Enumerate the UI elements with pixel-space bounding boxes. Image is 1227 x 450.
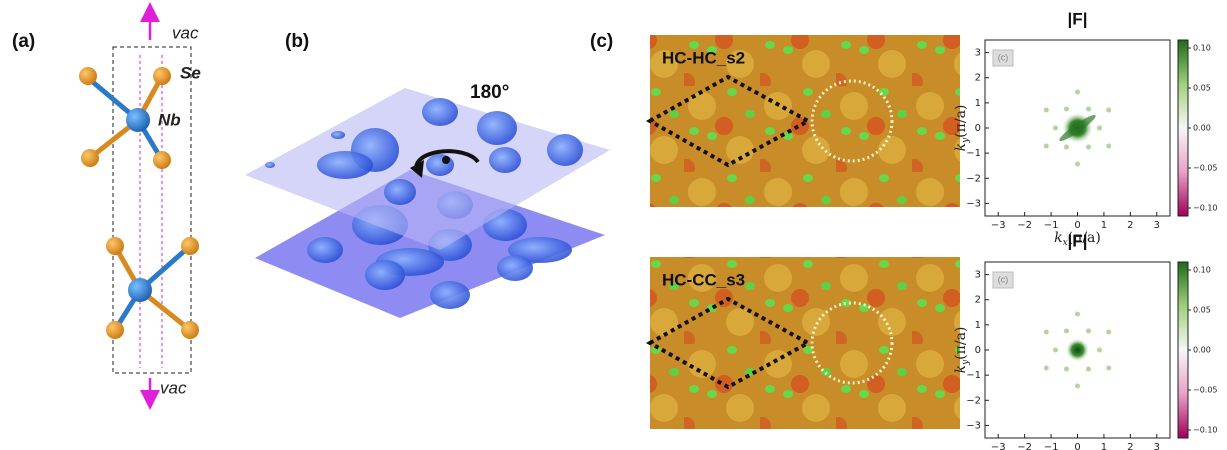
x-tick-label: −3 bbox=[991, 442, 1006, 450]
y-axis-label: ky(π/a) bbox=[953, 105, 971, 152]
colorbar-tick-label: 0.05 bbox=[1193, 306, 1211, 315]
colorbar-tick-label: 0.10 bbox=[1193, 44, 1211, 53]
axis-unit: (π/a) bbox=[953, 105, 969, 138]
fft-spot bbox=[1053, 348, 1058, 353]
fft-plot: |F|(c)−3−3−2−2−1−100112233kx(π/a)ky(π/a)… bbox=[953, 231, 1218, 450]
fft-spot bbox=[1075, 384, 1080, 389]
map-title: HC-HC_s2 bbox=[662, 48, 745, 67]
fft-spot bbox=[1044, 366, 1049, 371]
y-tick-label: 3 bbox=[975, 270, 981, 281]
colorbar-tick-label: 0.00 bbox=[1193, 346, 1211, 355]
axis-symbol: k bbox=[953, 365, 969, 373]
y-tick-label: −2 bbox=[966, 395, 981, 406]
x-tick-label: 1 bbox=[1101, 220, 1107, 231]
x-tick-label: −1 bbox=[1044, 442, 1059, 450]
y-tick-label: 1 bbox=[975, 320, 981, 331]
fft-spot bbox=[1075, 90, 1080, 95]
x-tick-label: 2 bbox=[1127, 220, 1133, 231]
fft-spot bbox=[1106, 366, 1111, 371]
fft-spot bbox=[1097, 348, 1102, 353]
fft-spot bbox=[1064, 106, 1069, 111]
colorbar-tick-label: −0.05 bbox=[1193, 164, 1218, 173]
fft-title: |F| bbox=[1068, 9, 1088, 28]
y-tick-label: −3 bbox=[966, 198, 981, 209]
fft-spot bbox=[1106, 330, 1111, 335]
colorbar-tick-label: 0.05 bbox=[1193, 84, 1211, 93]
panel-label: (a) bbox=[12, 31, 35, 52]
colorbar bbox=[1178, 262, 1188, 438]
fft-spot bbox=[1086, 367, 1091, 372]
atoms bbox=[79, 67, 199, 339]
fft-spot bbox=[1097, 126, 1102, 131]
panel-label: (b) bbox=[285, 31, 309, 52]
colorbar-tick-label: −0.10 bbox=[1193, 204, 1218, 213]
fft-spot bbox=[1106, 144, 1111, 149]
stm-map: HC-CC_s3 bbox=[650, 257, 960, 429]
fft-spot bbox=[1044, 144, 1049, 149]
panel-label: (c) bbox=[590, 31, 613, 52]
y-tick-label: 1 bbox=[975, 98, 981, 109]
x-tick-label: 0 bbox=[1074, 442, 1080, 450]
y-tick-label: 0 bbox=[975, 345, 981, 356]
inset-label: (c) bbox=[998, 52, 1009, 62]
y-tick-label: 2 bbox=[975, 295, 981, 306]
axis-dot bbox=[442, 156, 450, 164]
x-tick-label: −2 bbox=[1017, 442, 1032, 450]
x-tick-label: −3 bbox=[991, 220, 1006, 231]
x-tick-label: 2 bbox=[1127, 442, 1133, 450]
colorbar-tick-label: 0.10 bbox=[1193, 266, 1211, 275]
y-tick-label: −2 bbox=[966, 173, 981, 184]
inset-label: (c) bbox=[998, 274, 1009, 284]
fft-spot bbox=[1044, 330, 1049, 335]
y-tick-label: −3 bbox=[966, 420, 981, 431]
panel-c: (c) HC-HC_s2HC-CC_s3|F|(c)−3−3−2−2−1−100… bbox=[590, 9, 1218, 450]
colorbar-tick-label: −0.05 bbox=[1193, 386, 1218, 395]
colorbar-tick-label: −0.10 bbox=[1193, 426, 1218, 435]
rotation-label: 180° bbox=[470, 82, 509, 103]
x-tick-label: 3 bbox=[1154, 442, 1160, 450]
axis-unit: (π/a) bbox=[953, 327, 969, 360]
atom-label: Nb bbox=[158, 110, 181, 129]
fft-spot bbox=[1086, 328, 1091, 333]
fft-spot bbox=[1064, 367, 1069, 372]
fft-spot bbox=[1064, 145, 1069, 150]
colorbar bbox=[1178, 40, 1188, 216]
x-tick-label: 1 bbox=[1101, 442, 1107, 450]
fft-spot bbox=[1086, 106, 1091, 111]
map-title: HC-CC_s3 bbox=[662, 270, 745, 289]
stm-map: HC-HC_s2 bbox=[650, 35, 960, 207]
panel-a: (a) vac Se Nb vac bbox=[12, 12, 201, 400]
y-tick-label: 3 bbox=[975, 48, 981, 59]
axis-symbol: k bbox=[953, 143, 969, 151]
vac-label: vac bbox=[160, 378, 187, 397]
y-axis-label: ky(π/a) bbox=[953, 327, 971, 374]
fft-spot bbox=[1086, 145, 1091, 150]
colorbar-tick-label: 0.00 bbox=[1193, 124, 1211, 133]
fft-spot bbox=[1106, 108, 1111, 113]
vac-label: vac bbox=[172, 23, 199, 42]
fft-spot bbox=[1044, 108, 1049, 113]
axis-symbol: k bbox=[1054, 230, 1062, 246]
atom-label: Se bbox=[180, 63, 201, 82]
panel-b: (b) 180° bbox=[245, 31, 610, 318]
fft-plot: |F|(c)−3−3−2−2−1−100112233kx(π/a)ky(π/a)… bbox=[953, 9, 1218, 247]
figure: (a) vac Se Nb vac (b) bbox=[0, 0, 1227, 450]
fft-title: |F| bbox=[1068, 231, 1088, 250]
y-tick-label: 0 bbox=[975, 123, 981, 134]
fft-spot bbox=[1075, 312, 1080, 317]
x-tick-label: −2 bbox=[1017, 220, 1032, 231]
x-tick-label: 3 bbox=[1154, 220, 1160, 231]
fft-spot bbox=[1064, 328, 1069, 333]
y-tick-label: 2 bbox=[975, 73, 981, 84]
fft-core bbox=[1066, 338, 1090, 362]
fft-spot bbox=[1075, 162, 1080, 167]
fft-spot bbox=[1053, 126, 1058, 131]
